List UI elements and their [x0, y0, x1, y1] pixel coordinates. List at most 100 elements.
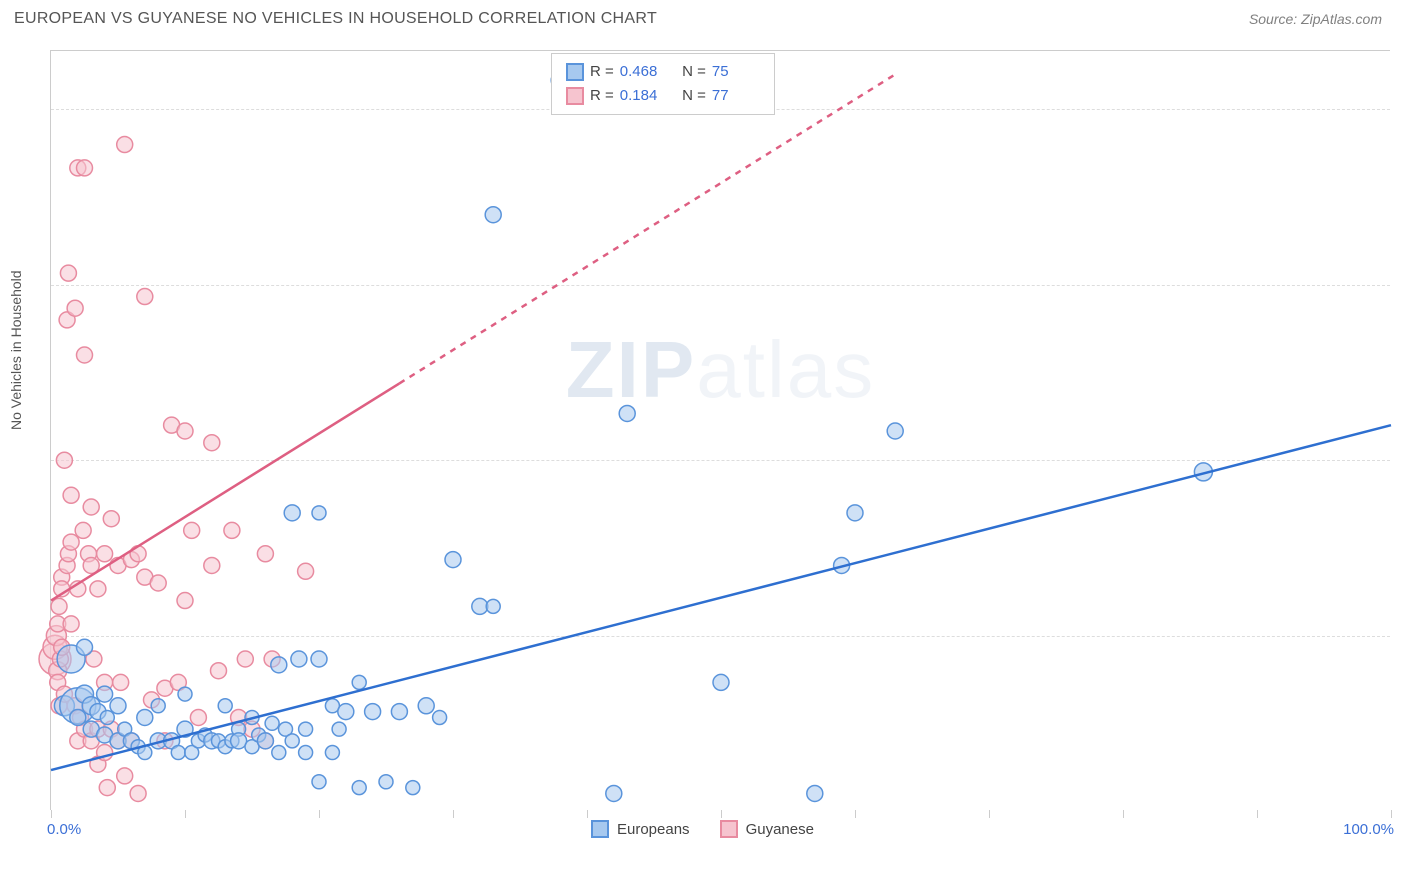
x-tick — [989, 810, 990, 818]
scatter-point — [257, 546, 273, 562]
n-label: N = — [674, 84, 706, 108]
scatter-point — [70, 709, 86, 725]
scatter-point — [312, 506, 326, 520]
scatter-point — [83, 499, 99, 515]
legend-swatch — [591, 820, 609, 838]
scatter-point — [311, 651, 327, 667]
scatter-point — [75, 522, 91, 538]
scatter-point — [606, 785, 622, 801]
scatter-svg — [51, 51, 1390, 810]
legend-stats-row: R =0.468 N =75 — [566, 60, 760, 84]
scatter-point — [90, 581, 106, 597]
x-tick-label: 100.0% — [1343, 821, 1394, 838]
scatter-point — [472, 598, 488, 614]
scatter-point — [171, 746, 185, 760]
scatter-point — [184, 522, 200, 538]
scatter-point — [103, 511, 119, 527]
x-tick — [721, 810, 722, 818]
legend-stats: R =0.468 N =75R =0.184 N =77 — [551, 53, 775, 115]
legend-series-item: Guyanese — [720, 820, 814, 838]
legend-series: Europeans Guyanese — [591, 820, 814, 838]
legend-swatch — [720, 820, 738, 838]
scatter-point — [887, 423, 903, 439]
x-tick — [1123, 810, 1124, 818]
scatter-point — [56, 452, 72, 468]
scatter-point — [433, 710, 447, 724]
scatter-point — [485, 207, 501, 223]
scatter-point — [137, 289, 153, 305]
trend-line — [399, 74, 895, 383]
scatter-point — [807, 785, 823, 801]
trend-line — [51, 383, 399, 600]
scatter-point — [204, 435, 220, 451]
trend-line — [51, 425, 1391, 770]
chart-plot-area: ZIPatlas 15.0%30.0%45.0%60.0% 0.0%100.0%… — [50, 50, 1390, 810]
source-label: Source: ZipAtlas.com — [1249, 11, 1382, 27]
scatter-point — [204, 557, 220, 573]
scatter-point — [211, 663, 227, 679]
scatter-point — [117, 137, 133, 153]
scatter-point — [110, 698, 126, 714]
scatter-point — [60, 265, 76, 281]
scatter-point — [137, 709, 153, 725]
scatter-point — [352, 675, 366, 689]
scatter-point — [445, 552, 461, 568]
scatter-point — [272, 746, 286, 760]
scatter-point — [177, 423, 193, 439]
r-value: 0.468 — [620, 60, 668, 84]
scatter-point — [113, 674, 129, 690]
scatter-point — [177, 593, 193, 609]
scatter-point — [63, 487, 79, 503]
scatter-point — [291, 651, 307, 667]
scatter-point — [237, 651, 253, 667]
scatter-point — [63, 534, 79, 550]
scatter-point — [151, 699, 165, 713]
x-tick — [185, 810, 186, 818]
scatter-point — [97, 546, 113, 562]
scatter-point — [391, 704, 407, 720]
n-value: 77 — [712, 84, 760, 108]
scatter-point — [97, 686, 113, 702]
scatter-point — [713, 674, 729, 690]
y-tick-label: 30.0% — [1400, 452, 1406, 469]
scatter-point — [257, 733, 273, 749]
scatter-point — [325, 746, 339, 760]
scatter-point — [285, 734, 299, 748]
n-value: 75 — [712, 60, 760, 84]
scatter-point — [99, 780, 115, 796]
x-tick — [1257, 810, 1258, 818]
scatter-point — [178, 687, 192, 701]
n-label: N = — [674, 60, 706, 84]
scatter-point — [67, 300, 83, 316]
scatter-point — [271, 657, 287, 673]
legend-swatch — [566, 87, 584, 105]
y-tick-label: 15.0% — [1400, 627, 1406, 644]
legend-swatch — [566, 63, 584, 81]
scatter-point — [77, 160, 93, 176]
scatter-point — [418, 698, 434, 714]
scatter-point — [117, 768, 133, 784]
scatter-point — [365, 704, 381, 720]
scatter-point — [190, 709, 206, 725]
scatter-point — [338, 704, 354, 720]
scatter-point — [77, 639, 93, 655]
scatter-point — [77, 347, 93, 363]
x-tick — [855, 810, 856, 818]
scatter-point — [352, 781, 366, 795]
scatter-point — [224, 522, 240, 538]
y-axis-label: No Vehicles in Household — [8, 270, 24, 430]
y-tick-label: 45.0% — [1400, 276, 1406, 293]
r-label: R = — [590, 60, 614, 84]
scatter-point — [298, 563, 314, 579]
scatter-point — [130, 546, 146, 562]
legend-series-item: Europeans — [591, 820, 690, 838]
scatter-point — [486, 599, 500, 613]
scatter-point — [299, 722, 313, 736]
r-value: 0.184 — [620, 84, 668, 108]
legend-stats-row: R =0.184 N =77 — [566, 84, 760, 108]
x-tick — [319, 810, 320, 818]
scatter-point — [299, 746, 313, 760]
scatter-point — [218, 699, 232, 713]
x-tick — [51, 810, 52, 818]
scatter-point — [406, 781, 420, 795]
